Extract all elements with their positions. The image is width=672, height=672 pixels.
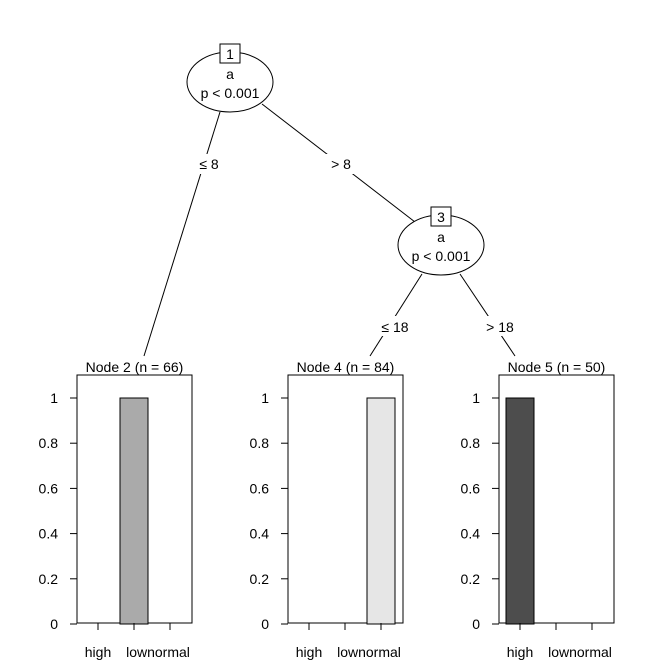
x-tick-label: lownormal — [126, 644, 190, 660]
bar-high — [505, 397, 535, 625]
y-tick-label: 0.2 — [250, 571, 270, 587]
y-tick-label: 0.6 — [250, 480, 270, 496]
y-tick-label: 0.2 — [39, 571, 59, 587]
terminal-node-panels: Node 2 (n = 66) 0 0.2 0.4 0.6 0.8 1 high lownorm… — [39, 359, 615, 660]
tree-edges — [143, 103, 516, 357]
x-tick-label: lownormal — [548, 644, 612, 660]
y-tick-label: 0.6 — [39, 480, 59, 496]
x-tick-label: high — [85, 644, 111, 660]
inner-node-1: 1 a p < 0.001 — [186, 43, 274, 113]
edge-3-5 — [459, 273, 516, 357]
x-tick-label: lownormal — [337, 644, 401, 660]
y-tick-label: 0 — [472, 616, 480, 632]
panel-title: Node 4 (n = 84) — [297, 359, 395, 375]
edge-label-3-4: ≤ 18 — [381, 319, 408, 335]
y-tick-label: 1 — [50, 390, 58, 406]
y-tick-label: 0.4 — [250, 526, 270, 542]
y-tick-label: 0.8 — [39, 435, 59, 451]
y-tick-label: 0 — [261, 616, 269, 632]
node-id: 1 — [226, 46, 234, 62]
y-tick-label: 0.4 — [461, 526, 481, 542]
x-tick-label: high — [507, 644, 533, 660]
y-tick-label: 1 — [261, 390, 269, 406]
node-id-box — [219, 43, 241, 64]
node-variable: a — [226, 66, 234, 82]
terminal-node-panel: Node 4 (n = 84) 0 0.2 0.4 0.6 0.8 1 high lownorm… — [250, 359, 404, 660]
edge-labels: ≤ 8 > 8 ≤ 18 > 18 — [194, 154, 518, 336]
bar-normal — [366, 397, 396, 625]
y-tick-label: 1 — [472, 390, 480, 406]
y-tick-label: 0.8 — [461, 435, 481, 451]
panel-title: Node 2 (n = 66) — [86, 359, 184, 375]
terminal-node-panel: Node 2 (n = 66) 0 0.2 0.4 0.6 0.8 1 high lownorm… — [39, 359, 193, 660]
y-tick-label: 0.8 — [250, 435, 270, 451]
y-tick-label: 0.6 — [461, 480, 481, 496]
terminal-node-panel: Node 5 (n = 50) 0 0.2 0.4 0.6 0.8 1 high lownorm… — [461, 359, 615, 660]
inner-node-3: 3 a p < 0.001 — [397, 206, 485, 276]
y-tick-label: 0.4 — [39, 526, 59, 542]
node-id-box — [430, 206, 452, 227]
edge-1-2 — [143, 111, 221, 357]
edge-label-3-5: > 18 — [486, 319, 514, 335]
edge-3-4 — [369, 273, 423, 357]
x-tick-label: high — [296, 644, 322, 660]
edge-label-1-2: ≤ 8 — [199, 156, 219, 172]
node-variable: a — [437, 229, 445, 245]
node-id: 3 — [437, 209, 445, 225]
y-tick-label: 0.2 — [461, 571, 481, 587]
node-pvalue: p < 0.001 — [201, 85, 260, 101]
node-pvalue: p < 0.001 — [412, 248, 471, 264]
bar-low — [119, 397, 149, 625]
y-tick-label: 0 — [50, 616, 58, 632]
edge-label-1-3: > 8 — [331, 156, 351, 172]
panel-title: Node 5 (n = 50) — [508, 359, 606, 375]
